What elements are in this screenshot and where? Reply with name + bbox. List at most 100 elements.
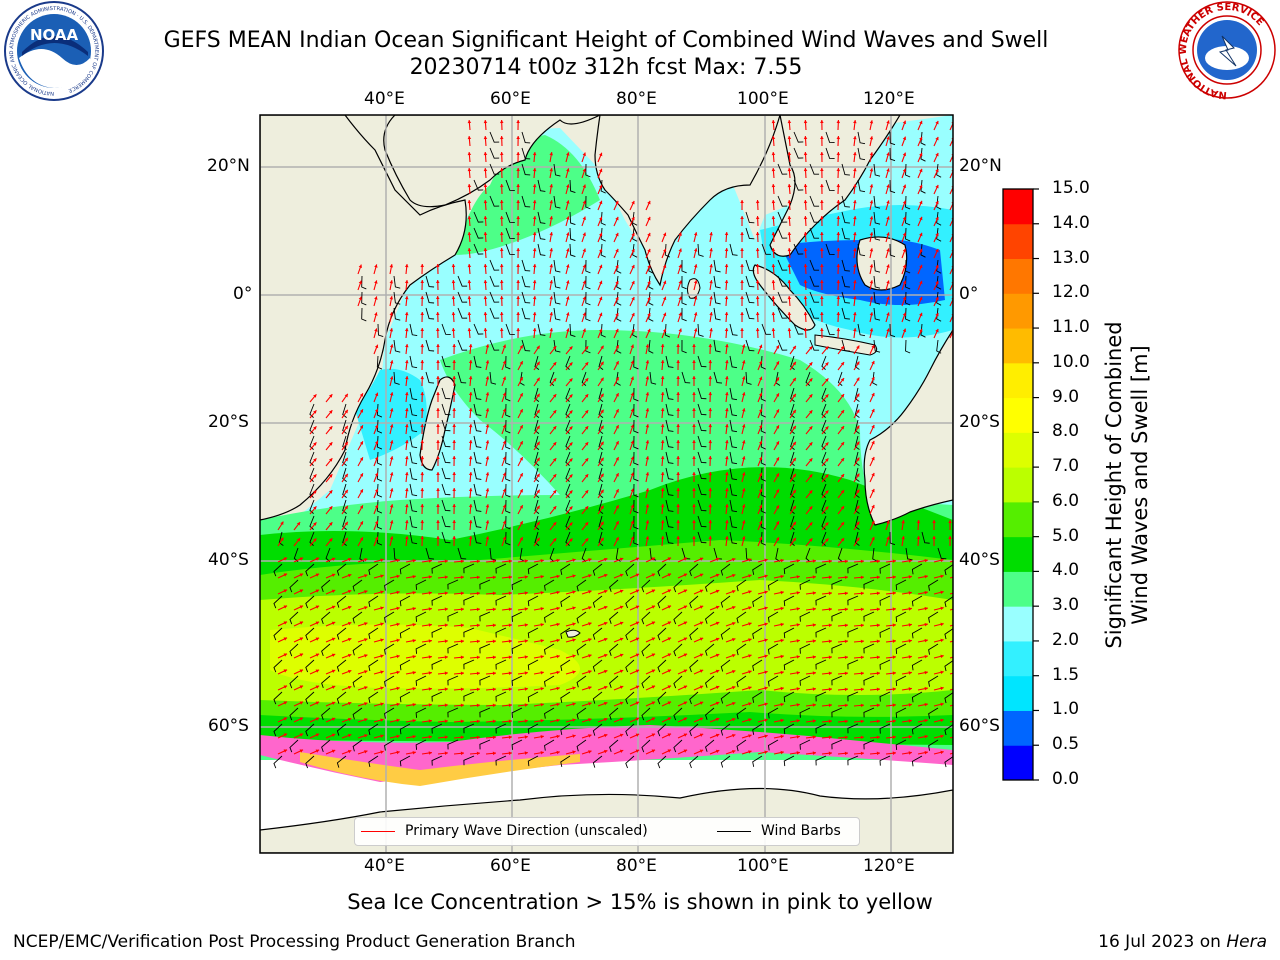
wave-direction-arrowhead <box>940 606 944 611</box>
wave-direction-arrowhead <box>540 687 544 691</box>
wind-barb <box>760 451 766 466</box>
wave-direction-arrowhead <box>536 489 540 494</box>
wave-direction-arrowhead <box>667 733 672 737</box>
wave-direction-arrowhead <box>693 248 698 252</box>
wave-direction-arrowhead <box>420 456 425 460</box>
wind-barb <box>273 627 283 641</box>
wave-direction-arrowhead <box>516 296 520 300</box>
wave-direction-arrowhead <box>436 472 440 475</box>
wave-direction-arrowhead <box>775 409 780 413</box>
wind-barb <box>905 195 911 210</box>
wave-direction-arrowhead <box>420 440 425 444</box>
wave-direction-arrowhead <box>467 200 472 204</box>
wave-direction-arrowhead <box>828 623 832 628</box>
wave-direction-arrowhead <box>892 655 896 659</box>
wind-barb <box>553 291 561 305</box>
wave-direction-arrowhead <box>420 344 425 348</box>
wind-barb <box>537 323 546 336</box>
wind-barb <box>549 371 555 386</box>
wave-direction-arrowhead <box>420 280 425 284</box>
wind-barb <box>777 339 788 351</box>
wave-direction-arrowhead <box>871 424 875 429</box>
wave-direction-arrowhead <box>660 488 665 492</box>
wave-direction-arrowhead <box>598 232 603 237</box>
wave-direction-arrowhead <box>812 607 816 611</box>
wind-barb <box>473 531 482 544</box>
wave-direction-arrowhead <box>741 408 746 412</box>
wind-barb <box>705 739 715 752</box>
wave-direction-arrowhead <box>755 280 760 284</box>
wave-direction-arrowhead <box>708 408 713 412</box>
wave-direction-arrowhead <box>828 575 832 580</box>
wind-barb <box>505 323 515 335</box>
wind-barb <box>495 691 507 702</box>
wind-barb <box>569 227 576 241</box>
wave-direction-arrowhead <box>692 472 696 476</box>
wind-barb <box>905 547 913 561</box>
wave-direction-arrowhead <box>536 537 540 542</box>
lat-tick-left: 0° <box>233 284 253 304</box>
wave-direction-arrowhead <box>869 232 874 236</box>
wave-direction-arrowhead <box>651 589 656 593</box>
wind-barb <box>569 323 576 337</box>
wave-direction-arrowhead <box>492 735 496 740</box>
colorbar-tick-label: 1.0 <box>1052 699 1080 720</box>
wind-barb <box>273 595 283 609</box>
wave-direction-arrowhead <box>380 638 384 642</box>
wave-direction-arrowhead <box>536 473 540 478</box>
wave-direction-arrowhead <box>508 607 512 612</box>
wave-direction-arrowhead <box>758 440 763 445</box>
wave-direction-arrowhead <box>731 733 736 738</box>
wave-direction-arrowhead <box>820 264 824 268</box>
wave-direction-arrowhead <box>908 735 912 739</box>
wave-direction-arrowhead <box>524 559 528 563</box>
wave-direction-arrowhead <box>420 488 425 492</box>
wave-direction-arrowhead <box>796 623 800 627</box>
wave-direction-arrowhead <box>374 488 379 493</box>
wave-direction-arrowhead <box>741 360 746 364</box>
wind-barb <box>889 131 896 146</box>
colorbar-tick-label: 10.0 <box>1052 351 1090 372</box>
wave-direction-arrowhead <box>492 687 496 692</box>
wave-direction-arrowhead <box>569 506 573 510</box>
wave-direction-arrowhead <box>556 734 560 739</box>
wave-direction-arrowhead <box>709 328 713 332</box>
wind-barb <box>393 339 401 353</box>
wave-direction-arrowhead <box>892 719 896 723</box>
wave-direction-arrowhead <box>412 590 416 595</box>
wave-direction-arrowhead <box>444 719 448 724</box>
wave-direction-arrowhead <box>775 537 780 541</box>
wind-barb <box>495 755 507 766</box>
wave-direction-arrowhead <box>444 655 448 660</box>
wind-barb <box>745 259 755 272</box>
wave-direction-arrowhead <box>871 536 875 541</box>
wave-direction-arrowhead <box>820 152 824 156</box>
wind-barb <box>760 355 766 370</box>
wind-barb <box>936 339 942 354</box>
wind-barb <box>767 611 779 623</box>
wave-direction-arrowhead <box>840 394 845 398</box>
wave-direction-arrowhead <box>536 409 540 414</box>
wave-direction-arrowhead <box>582 328 586 332</box>
wind-barb <box>598 467 604 482</box>
wave-direction-arrowhead <box>358 264 363 269</box>
wind-barb <box>425 339 435 352</box>
wave-direction-arrowhead <box>428 623 432 627</box>
wave-direction-arrowhead <box>283 605 288 609</box>
wave-direction-arrowhead <box>524 703 528 707</box>
wave-direction-arrowhead <box>693 296 698 300</box>
wave-direction-arrowhead <box>725 424 729 428</box>
wind-barb <box>576 675 587 688</box>
wave-direction-arrowhead <box>764 558 768 563</box>
wave-direction-arrowhead <box>283 749 288 753</box>
wave-direction-arrowhead <box>569 490 573 494</box>
wave-direction-arrowhead <box>283 573 288 577</box>
lat-tick-right: 0° <box>959 284 979 304</box>
wave-direction-arrowhead <box>840 410 845 414</box>
wind-barb <box>736 675 747 688</box>
wind-barb <box>368 691 379 704</box>
wind-barb <box>598 403 604 418</box>
wave-direction-arrowhead <box>582 152 586 156</box>
wind-barb <box>944 628 953 640</box>
colorbar-segment <box>1003 223 1033 260</box>
